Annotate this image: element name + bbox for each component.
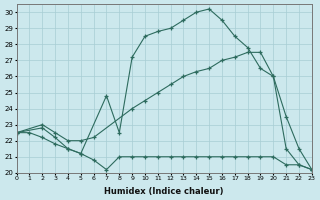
- X-axis label: Humidex (Indice chaleur): Humidex (Indice chaleur): [105, 187, 224, 196]
